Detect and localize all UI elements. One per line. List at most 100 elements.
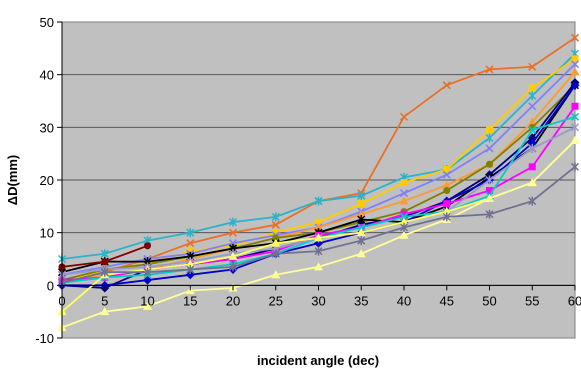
- data-point: [399, 230, 409, 239]
- data-point: [570, 136, 580, 144]
- data-point: [442, 207, 452, 216]
- data-point: [228, 217, 238, 227]
- data-point: [314, 262, 323, 271]
- data-point: [271, 270, 281, 279]
- data-point: [357, 236, 366, 246]
- data-point: [314, 246, 323, 256]
- x-tick-label: 5: [101, 293, 108, 308]
- data-point: [528, 143, 537, 153]
- data-point: [399, 112, 409, 121]
- data-point: [356, 209, 366, 218]
- data-point: [356, 249, 366, 258]
- data-point: [485, 133, 494, 143]
- data-point: [443, 165, 451, 173]
- y-tick-label: 0: [47, 278, 54, 293]
- data-point: [399, 196, 409, 205]
- data-point: [357, 191, 366, 201]
- data-point: [485, 144, 494, 153]
- data-point: [486, 187, 493, 195]
- data-point: [570, 162, 580, 172]
- x-tick-label: 20: [226, 293, 240, 308]
- data-point: [143, 267, 152, 277]
- data-point: [100, 307, 110, 316]
- data-point: [528, 125, 537, 135]
- x-tick-label: 60: [568, 293, 581, 308]
- data-point: [144, 242, 151, 250]
- data-point: [527, 117, 537, 126]
- data-point: [271, 249, 280, 259]
- data-point: [485, 65, 494, 74]
- data-point: [528, 196, 537, 206]
- y-tick-label: 10: [40, 226, 54, 241]
- data-point: [271, 212, 280, 222]
- data-point: [485, 193, 494, 202]
- data-point: [570, 122, 580, 132]
- data-point: [485, 209, 494, 219]
- data-point: [314, 233, 323, 242]
- data-point: [528, 62, 537, 71]
- data-point: [528, 84, 536, 92]
- data-point: [486, 126, 493, 134]
- data-point: [399, 222, 409, 232]
- x-tick-label: 25: [269, 293, 283, 308]
- data-point: [486, 160, 493, 168]
- data-point: [143, 301, 152, 310]
- data-point: [442, 81, 451, 90]
- data-point: [271, 238, 281, 247]
- data-point: [571, 102, 579, 110]
- data-point: [100, 249, 109, 259]
- series-15: [57, 162, 580, 288]
- data-point: [570, 67, 580, 76]
- x-tick-label: 10: [140, 293, 154, 308]
- data-point: [528, 102, 537, 111]
- data-point: [399, 217, 409, 226]
- data-point: [570, 60, 580, 69]
- x-tick-label: 55: [525, 293, 539, 308]
- data-point: [272, 229, 280, 237]
- data-point: [570, 112, 580, 121]
- x-axis-label: incident angle (dec): [257, 353, 379, 368]
- data-point: [357, 200, 365, 208]
- data-point: [186, 265, 195, 275]
- data-point: [442, 180, 452, 189]
- data-point: [314, 196, 323, 206]
- y-tick-label: 20: [40, 173, 54, 188]
- data-point: [442, 212, 451, 222]
- data-point: [528, 91, 537, 101]
- y-tick-label: -10: [35, 331, 54, 346]
- data-point: [442, 170, 451, 179]
- x-tick-label: 40: [397, 293, 411, 308]
- data-point: [228, 262, 238, 272]
- x-tick-label: 15: [183, 293, 197, 308]
- data-point: [186, 239, 195, 248]
- x-tick-label: 50: [482, 293, 496, 308]
- y-axis-label: ΔD(mm): [5, 155, 20, 206]
- series-16: [58, 242, 151, 271]
- data-point: [443, 187, 451, 195]
- data-point: [570, 33, 580, 42]
- x-tick-label: 35: [354, 293, 368, 308]
- data-point: [400, 179, 408, 187]
- data-point: [356, 228, 366, 237]
- x-tick-label: 0: [58, 293, 65, 308]
- data-point: [357, 215, 366, 224]
- data-point: [571, 55, 579, 63]
- data-point: [315, 218, 322, 226]
- data-point: [186, 228, 195, 238]
- y-tick-label: 40: [40, 68, 54, 83]
- data-point: [399, 189, 409, 198]
- data-point: [100, 267, 109, 277]
- data-point: [400, 210, 408, 218]
- x-tick-label: 30: [311, 293, 325, 308]
- data-point: [185, 259, 195, 268]
- data-point: [186, 247, 194, 255]
- data-point: [314, 222, 323, 231]
- data-point: [570, 80, 580, 90]
- x-axis-ticks: 0 5 10 15 20 25 30 35 40 45 50 55 60: [58, 284, 581, 308]
- data-point: [271, 220, 280, 229]
- data-point: [528, 163, 536, 171]
- data-point: [228, 228, 238, 237]
- data-point: [443, 200, 451, 208]
- data-point: [272, 234, 280, 242]
